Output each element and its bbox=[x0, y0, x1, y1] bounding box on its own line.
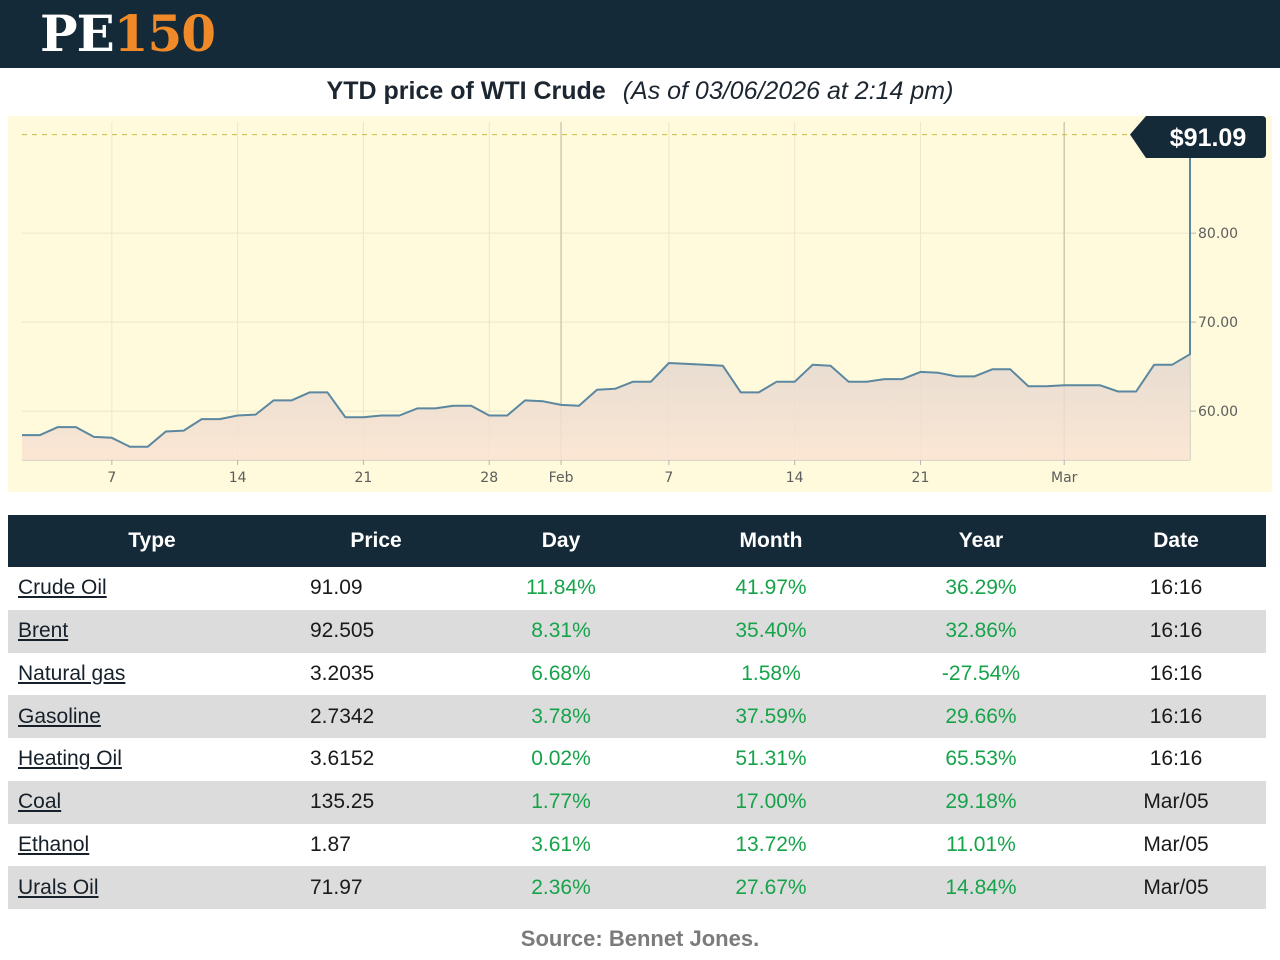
type-cell: Crude Oil bbox=[8, 567, 296, 610]
commodity-link[interactable]: Coal bbox=[18, 790, 62, 814]
col-header-day: Day bbox=[456, 515, 666, 567]
x-tick-label: 7 bbox=[107, 470, 116, 486]
day-change-cell: 3.78% bbox=[456, 695, 666, 738]
day-change-cell: 11.84% bbox=[526, 576, 596, 600]
chart-title: YTD price of WTI Crude bbox=[326, 77, 606, 105]
year-change-cell: 36.29% bbox=[945, 576, 1017, 600]
type-cell: Urals Oil bbox=[8, 866, 296, 909]
day-change-cell: 8.31% bbox=[456, 609, 666, 653]
commodity-link[interactable]: Brent bbox=[18, 619, 69, 643]
type-cell: Coal bbox=[8, 780, 296, 824]
pe150-logo: PE150 bbox=[40, 4, 216, 63]
commodity-link[interactable]: Natural gas bbox=[18, 661, 126, 685]
date-cell: Mar/05 bbox=[1086, 866, 1266, 909]
price-cell: 3.2035 bbox=[310, 661, 375, 685]
price-cell: 1.87 bbox=[310, 832, 351, 856]
day-change-cell: 0.02% bbox=[531, 747, 591, 771]
table-row: Gasoline 2.7342 3.78% 37.59% 29.66% 16:16 bbox=[8, 695, 1266, 738]
month-change-cell: 27.67% bbox=[666, 866, 876, 909]
type-cell: Gasoline bbox=[8, 695, 296, 738]
table-body: Crude Oil 91.09 11.84% 41.97% 36.29% 16:16 Bre… bbox=[8, 567, 1266, 909]
x-tick-label: 7 bbox=[664, 470, 673, 486]
x-tick-label: 14 bbox=[229, 470, 247, 486]
x-tick-label: Mar bbox=[1051, 470, 1078, 486]
date-cell: 16:16 bbox=[1149, 661, 1203, 685]
table-row: Brent 92.505 8.31% 35.40% 32.86% 16:16 bbox=[8, 609, 1266, 653]
price-cell: 71.97 bbox=[296, 866, 456, 909]
price-area-fill bbox=[22, 134, 1190, 460]
y-tick-label: 70.00 bbox=[1198, 315, 1238, 331]
year-change-cell: 14.84% bbox=[876, 866, 1086, 909]
current-price-label: $91.09 bbox=[1170, 124, 1246, 152]
col-header-month: Month bbox=[666, 515, 876, 567]
x-tick-label: 21 bbox=[912, 470, 930, 486]
table-row: Ethanol 1.87 3.61% 13.72% 11.01% Mar/05 bbox=[8, 824, 1266, 867]
table-row: Crude Oil 91.09 11.84% 41.97% 36.29% 16:16 bbox=[8, 567, 1266, 610]
type-cell: Brent bbox=[8, 609, 296, 653]
price-cell: 2.7342 bbox=[296, 695, 456, 738]
date-cell: Mar/05 bbox=[1086, 780, 1266, 824]
chart-subtitle: (As of 03/06/2026 at 2:14 pm) bbox=[622, 77, 954, 105]
month-change-cell: 37.59% bbox=[666, 695, 876, 738]
date-cell: 16:16 bbox=[1149, 576, 1203, 600]
chart-title-row: YTD price of WTI Crude (As of 03/06/2026… bbox=[0, 74, 1280, 108]
commodity-link[interactable]: Ethanol bbox=[18, 832, 90, 856]
commodity-link[interactable]: Crude Oil bbox=[18, 576, 107, 600]
day-change-cell: 3.61% bbox=[531, 832, 591, 856]
col-header-date: Date bbox=[1086, 515, 1266, 567]
price-cell: 91.09 bbox=[310, 576, 363, 600]
date-cell: Mar/05 bbox=[1143, 832, 1209, 856]
x-tick-label: Feb bbox=[549, 470, 574, 486]
year-change-cell: 29.66% bbox=[876, 695, 1086, 738]
day-change-cell: 6.68% bbox=[531, 661, 591, 685]
month-change-cell: 17.00% bbox=[666, 780, 876, 824]
commodity-link[interactable]: Gasoline bbox=[18, 704, 101, 728]
current-price-badge bbox=[1130, 116, 1266, 158]
top-banner: PE150 bbox=[0, 0, 1280, 68]
col-header-price: Price bbox=[296, 515, 456, 567]
type-cell: Natural gas bbox=[8, 653, 296, 696]
x-tick-label: 21 bbox=[355, 470, 373, 486]
type-cell: Ethanol bbox=[8, 824, 296, 867]
col-header-type: Type bbox=[8, 515, 296, 567]
table-row: Coal 135.25 1.77% 17.00% 29.18% Mar/05 bbox=[8, 780, 1266, 824]
year-change-cell: 32.86% bbox=[876, 609, 1086, 653]
price-cell: 135.25 bbox=[296, 780, 456, 824]
type-cell: Heating Oil bbox=[8, 738, 296, 781]
commodity-link[interactable]: Heating Oil bbox=[18, 747, 122, 771]
col-header-year: Year bbox=[876, 515, 1086, 567]
year-change-cell: -27.54% bbox=[941, 661, 1021, 685]
commodity-price-table: Type Price Day Month Year Date Crude Oil 91.09… bbox=[8, 515, 1266, 909]
table-header-row: Type Price Day Month Year Date bbox=[8, 515, 1266, 567]
year-change-cell: 11.01% bbox=[946, 832, 1016, 856]
month-change-cell: 1.58% bbox=[741, 661, 801, 685]
table-row: Natural gas 3.2035 6.68% 1.58% -27.54% 16:16 bbox=[8, 653, 1266, 696]
year-change-cell: 29.18% bbox=[876, 780, 1086, 824]
table-row: Heating Oil 3.6152 0.02% 51.31% 65.53% 16:16 bbox=[8, 738, 1266, 781]
x-tick-label: 28 bbox=[480, 470, 498, 486]
month-change-cell: 13.72% bbox=[735, 832, 807, 856]
price-line bbox=[22, 134, 1191, 448]
year-change-cell: 65.53% bbox=[945, 747, 1017, 771]
day-change-cell: 1.77% bbox=[456, 780, 666, 824]
logo-text-pe: PE bbox=[40, 4, 115, 63]
source-note: Source: Bennet Jones. bbox=[520, 926, 760, 951]
x-tick-label: 14 bbox=[786, 470, 804, 486]
logo-text-150: 150 bbox=[113, 4, 216, 63]
price-cell: 3.6152 bbox=[310, 747, 375, 771]
chart-canvas: 60.00 70.00 80.00 7 14 21 28 Feb 7 14 21 Mar $91.09 bbox=[8, 116, 1272, 492]
y-tick-label: 80.00 bbox=[1198, 226, 1238, 242]
y-tick-label: 60.00 bbox=[1198, 404, 1238, 420]
month-change-cell: 41.97% bbox=[735, 576, 807, 600]
date-cell: 16:16 bbox=[1086, 609, 1266, 653]
wti-price-chart: 60.00 70.00 80.00 7 14 21 28 Feb 7 14 21 Mar $91.09 bbox=[8, 116, 1272, 492]
date-cell: 16:16 bbox=[1149, 747, 1203, 771]
commodity-link[interactable]: Urals Oil bbox=[18, 875, 99, 899]
price-cell: 92.505 bbox=[296, 609, 456, 653]
month-change-cell: 51.31% bbox=[735, 747, 807, 771]
date-cell: 16:16 bbox=[1086, 695, 1266, 738]
day-change-cell: 2.36% bbox=[456, 866, 666, 909]
table-row: Urals Oil 71.97 2.36% 27.67% 14.84% Mar/05 bbox=[8, 866, 1266, 909]
month-change-cell: 35.40% bbox=[666, 609, 876, 653]
